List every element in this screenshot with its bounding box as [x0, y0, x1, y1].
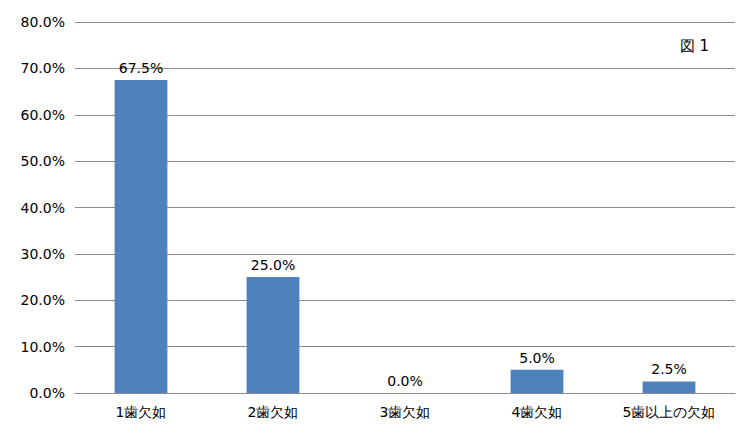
svg-text:60.0%: 60.0% — [21, 107, 65, 123]
svg-text:67.5%: 67.5% — [119, 60, 163, 76]
svg-text:50.0%: 50.0% — [21, 153, 65, 169]
svg-text:図 1: 図 1 — [680, 37, 709, 55]
svg-text:2.5%: 2.5% — [651, 361, 687, 377]
svg-text:10.0%: 10.0% — [21, 339, 65, 355]
svg-text:30.0%: 30.0% — [21, 246, 65, 262]
svg-text:25.0%: 25.0% — [251, 257, 295, 273]
svg-text:4歯欠如: 4歯欠如 — [512, 404, 563, 420]
svg-text:70.0%: 70.0% — [21, 60, 65, 76]
svg-text:5歯以上の欠如: 5歯以上の欠如 — [623, 404, 716, 420]
svg-text:80.0%: 80.0% — [21, 14, 65, 30]
svg-text:1歯欠如: 1歯欠如 — [116, 404, 167, 420]
svg-text:0.0%: 0.0% — [387, 373, 423, 389]
svg-text:3歯欠如: 3歯欠如 — [380, 404, 431, 420]
svg-text:20.0%: 20.0% — [21, 292, 65, 308]
svg-text:2歯欠如: 2歯欠如 — [248, 404, 299, 420]
svg-text:0.0%: 0.0% — [29, 385, 65, 401]
svg-text:40.0%: 40.0% — [21, 200, 65, 216]
svg-text:5.0%: 5.0% — [519, 350, 555, 366]
